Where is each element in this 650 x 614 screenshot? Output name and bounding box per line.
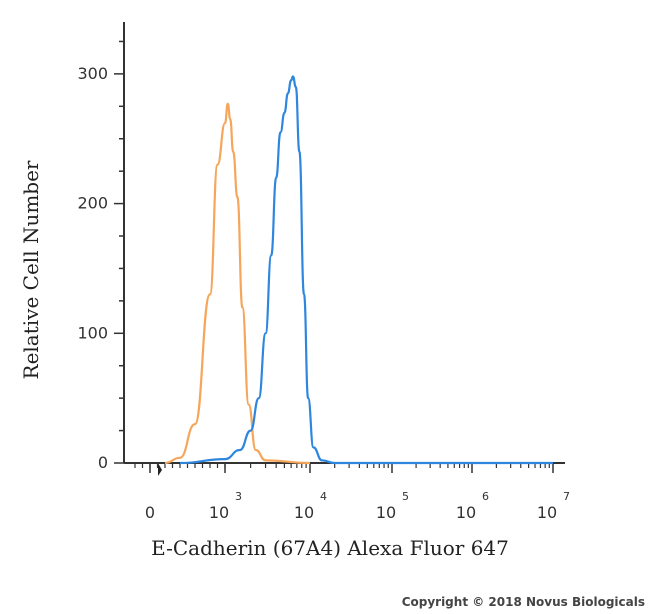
y-tick-label: 200: [77, 194, 108, 213]
series-layer: [164, 75, 553, 465]
x-tick-label: 10: [209, 503, 229, 522]
x-tick-exponent: 3: [235, 490, 242, 503]
y-tick-label: 0: [98, 453, 108, 472]
x-tick-exponent: 7: [563, 490, 570, 503]
y-tick-label: 100: [77, 323, 108, 342]
series-line-orange: [164, 102, 311, 465]
x-tick-exponent: 4: [320, 490, 327, 503]
x-tick-label: 10: [376, 503, 396, 522]
y-tick-label: 300: [77, 64, 108, 83]
labels: 0 100 200 300 0 10 3 10 4 10 5 10 6 10 7: [77, 64, 570, 522]
axes: [114, 22, 565, 476]
x-tick-exponent: 5: [402, 490, 409, 503]
x-axis-title: E-Cadherin (67A4) Alexa Fluor 647: [151, 536, 509, 560]
x-tick-exponent: 6: [482, 490, 489, 503]
x-tick-label: 10: [294, 503, 314, 522]
copyright-notice: Copyright © 2018 Novus Biologicals: [402, 595, 645, 609]
series-line-blue: [179, 75, 553, 465]
y-axis-title: Relative Cell Number: [19, 160, 43, 379]
x-tick-label: 10: [537, 503, 557, 522]
origin-marker: [158, 463, 162, 476]
x-tick-label: 10: [456, 503, 476, 522]
x-tick-label: 0: [145, 503, 155, 522]
